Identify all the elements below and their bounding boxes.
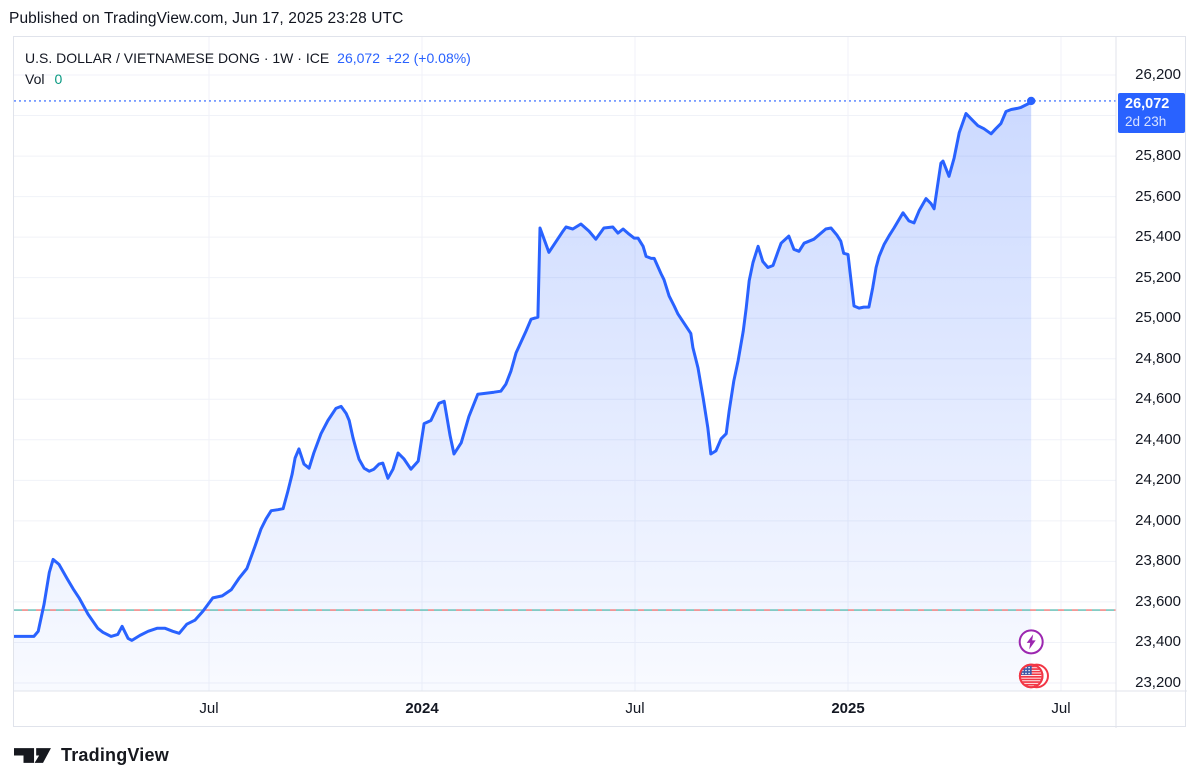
volume-value: 0 [54,71,63,87]
price-axis-tick: 24,800 [1135,349,1181,367]
volume-label: Vol [25,71,45,87]
time-axis-tick: 2025 [831,700,865,717]
tradingview-logo-icon [14,747,51,763]
time-axis[interactable]: Jul 2024 Jul 2025 Jul [14,691,1187,727]
price-axis-tick: 24,600 [1135,390,1181,408]
legend: U.S. DOLLAR / VIETNAMESE DONG · 1W · ICE… [25,48,471,90]
tradingview-wordmark: TradingView [61,744,169,765]
symbol-title: U.S. DOLLAR / VIETNAMESE DONG · 1W · ICE [25,50,330,66]
price-axis-tick: 24,400 [1135,430,1181,448]
price-axis-tick: 24,200 [1135,471,1181,489]
chart-widget: U.S. DOLLAR / VIETNAMESE DONG · 1W · ICE… [13,36,1187,728]
area-fill [14,100,1032,691]
price-axis-tick: 25,600 [1135,187,1181,205]
price-chart-canvas[interactable] [14,37,1187,728]
time-axis-tick: Jul [625,700,645,717]
last-price-label: 26,072 2d 23h [1118,92,1185,133]
price-axis-tick: 26,200 [1135,66,1181,83]
price-axis-tick: 23,200 [1135,674,1181,691]
time-axis-tick: 2024 [405,700,439,717]
price-axis-tick: 25,400 [1135,228,1181,246]
last-price-dot [1026,96,1036,106]
price-axis-tick: 23,600 [1135,592,1181,610]
brand-bar[interactable]: TradingView [14,740,169,770]
published-caption: Published on TradingView.com, Jun 17, 20… [9,10,404,27]
time-axis-tick: Jul [1051,700,1071,717]
legend-last-price: 26,072 [337,50,380,66]
price-axis-tick: 23,400 [1135,633,1181,651]
price-axis-tick: 24,000 [1135,511,1181,529]
price-axis-tick: 25,000 [1135,309,1181,327]
legend-change: +22 (+0.08%) [386,50,471,66]
us-flag-economic-event-icon[interactable] [1018,663,1049,689]
price-axis[interactable]: 26,20026,00025,80025,60025,40025,20025,0… [1116,37,1187,691]
price-line [14,99,1033,642]
last-price-value: 26,072 [1125,95,1170,112]
price-axis-tick: 25,200 [1135,268,1181,286]
price-axis-tick: 23,800 [1135,552,1181,570]
time-axis-tick: Jul [199,700,219,717]
price-axis-tick: 25,800 [1135,147,1181,165]
lightning-event-icon[interactable] [1018,629,1044,655]
bar-close-countdown: 2d 23h [1125,113,1167,129]
